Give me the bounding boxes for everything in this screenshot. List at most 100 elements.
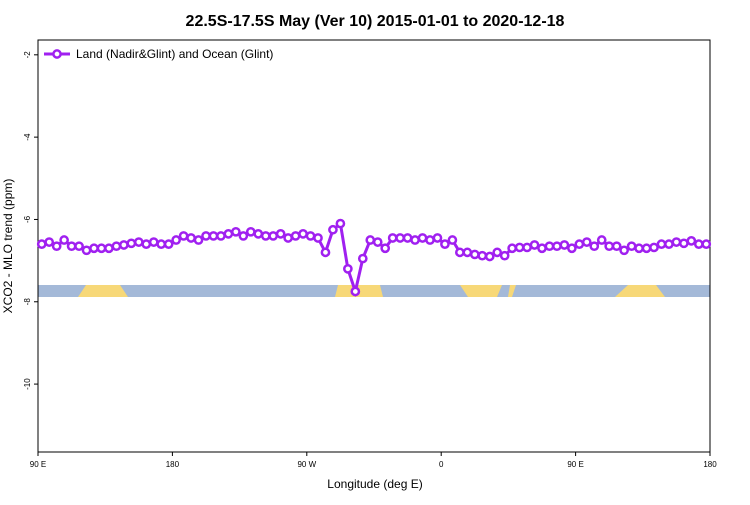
data-point	[36, 239, 47, 249]
data-point	[260, 231, 271, 241]
data-point	[544, 241, 555, 252]
data-point	[141, 239, 152, 249]
data-point	[104, 243, 114, 254]
data-point	[514, 242, 525, 253]
data-point	[298, 229, 308, 239]
data-point	[380, 243, 391, 254]
x-axis-label: Longitude (deg E)	[327, 477, 422, 491]
data-point	[641, 243, 652, 254]
data-point	[193, 235, 204, 245]
y-tick-label: -10	[23, 378, 32, 390]
y-tick-label: -4	[23, 133, 32, 141]
data-point	[357, 253, 368, 264]
data-point	[679, 238, 689, 249]
data-point	[589, 241, 600, 252]
data-point	[171, 235, 181, 245]
x-tick-label: 180	[703, 460, 717, 469]
y-tick-label: -2	[23, 51, 32, 59]
data-point	[417, 233, 428, 243]
x-tick-label: 0	[439, 460, 444, 469]
data-point	[350, 286, 361, 297]
data-point	[268, 231, 279, 241]
data-point	[372, 237, 383, 247]
chart-title: 22.5S-17.5S May (Ver 10) 2015-01-01 to 2…	[186, 13, 565, 30]
data-point	[634, 243, 644, 254]
data-point	[111, 241, 122, 252]
data-point	[178, 231, 189, 241]
x-tick-label: 180	[166, 460, 180, 469]
data-point	[455, 247, 465, 258]
data-point	[208, 231, 219, 241]
data-point	[290, 231, 301, 241]
data-point	[619, 245, 629, 256]
data-point	[51, 241, 62, 252]
data-point	[574, 239, 585, 249]
land-ocean-strip	[38, 285, 710, 297]
data-point	[693, 239, 704, 249]
data-point	[462, 247, 473, 258]
data-point	[552, 241, 562, 252]
data-point	[119, 240, 129, 250]
data-point	[126, 238, 137, 249]
y-tick-label: -6	[23, 215, 32, 223]
data-point	[313, 233, 323, 243]
data-point	[89, 243, 99, 254]
data-point	[484, 251, 495, 262]
data-point	[596, 235, 607, 245]
data-point	[537, 243, 547, 254]
data-point	[567, 243, 577, 254]
land-patch	[508, 285, 516, 297]
legend-marker	[52, 49, 62, 59]
data-point	[59, 235, 69, 245]
data-point	[664, 239, 674, 249]
data-point	[335, 218, 346, 229]
data-point	[283, 233, 293, 243]
data-point	[656, 239, 667, 249]
data-point	[343, 263, 353, 274]
data-point	[305, 231, 316, 241]
data-point	[365, 235, 376, 245]
y-axis-label: XCO2 - MLO trend (ppm)	[1, 179, 15, 314]
data-point	[447, 235, 458, 245]
data-point	[275, 229, 286, 239]
x-tick-label: 90 W	[297, 460, 316, 469]
data-point	[425, 235, 435, 245]
data-point	[328, 224, 338, 235]
x-tick-label: 90 E	[30, 460, 46, 469]
data-point	[96, 243, 107, 254]
data-point	[581, 237, 592, 247]
data-point	[686, 236, 697, 246]
data-point	[201, 231, 211, 241]
data-point	[186, 233, 196, 243]
data-point	[223, 229, 234, 239]
data-point	[402, 233, 413, 243]
series-line	[41, 220, 707, 298]
data-point	[492, 247, 503, 258]
data-point	[74, 241, 84, 252]
data-point	[529, 240, 540, 250]
data-point	[66, 241, 77, 252]
data-point	[604, 241, 615, 252]
legend-label: Land (Nadir&Glint) and Ocean (Glint)	[76, 47, 273, 61]
data-point	[559, 240, 570, 250]
data-point	[148, 237, 159, 247]
data-point	[626, 241, 637, 252]
data-point	[320, 247, 331, 258]
data-point	[156, 239, 167, 249]
land-patch	[78, 285, 128, 297]
data-point	[133, 237, 144, 247]
data-point	[507, 243, 517, 254]
data-point	[671, 237, 682, 247]
data-point	[253, 229, 264, 239]
data-point	[81, 245, 92, 256]
data-point	[477, 250, 488, 261]
data-point	[469, 249, 480, 260]
data-point	[701, 239, 712, 249]
data-point	[410, 235, 420, 245]
data-point	[44, 237, 55, 247]
land-patch	[460, 285, 502, 297]
y-tick-label: -8	[23, 298, 32, 306]
land-patch	[615, 285, 665, 297]
data-point	[499, 250, 510, 261]
data-point	[231, 226, 241, 237]
